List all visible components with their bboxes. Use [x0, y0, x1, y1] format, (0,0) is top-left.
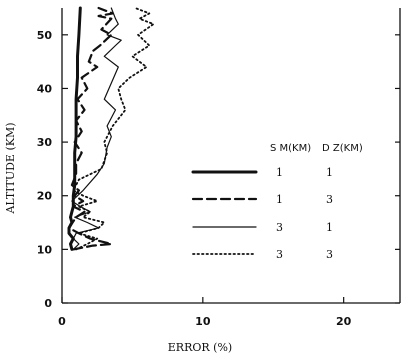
y-tick-label: 20: [37, 190, 53, 203]
legend-dz-value: 1: [326, 166, 333, 179]
legend-header-sm: S M(KM): [270, 143, 311, 154]
legend-dz-value: 3: [326, 248, 333, 261]
legend-sm-value: 1: [276, 193, 283, 206]
y-tick-label: 50: [37, 29, 53, 42]
series-layer: [67, 6, 155, 251]
legend-sm-value: 1: [276, 166, 283, 179]
series-line-sm3-dz1: [71, 7, 122, 250]
y-tick-label: 0: [44, 297, 52, 310]
series-line-sm1-dz1: [67, 6, 82, 251]
legend-sm-value: 3: [276, 221, 283, 234]
legend-header-dz: D Z(KM): [322, 143, 363, 154]
x-tick-label: 20: [336, 315, 352, 328]
legend-sm-value: 3: [276, 248, 283, 261]
series-line-sm3-dz3: [72, 7, 155, 251]
y-axis-title: ALTITUDE (KM): [4, 122, 17, 214]
x-tick-label: 0: [58, 315, 66, 328]
legend: S M(KM) D Z(KM) 1 1 1 3 3 1 3 3: [191, 143, 363, 261]
y-tick-label: 30: [37, 136, 53, 149]
x-tick-label: 10: [195, 315, 211, 328]
plot-frame: [61, 8, 401, 304]
y-tick-label: 10: [37, 243, 53, 256]
series-line-sm1-dz3: [67, 6, 114, 251]
y-tick-label: 40: [37, 82, 53, 95]
x-axis-title: ERROR (%): [168, 341, 232, 354]
legend-dz-value: 1: [326, 221, 333, 234]
legend-dz-value: 3: [326, 193, 333, 206]
ticks: 0 10 20 30 40 50 0 10 20: [37, 29, 400, 328]
